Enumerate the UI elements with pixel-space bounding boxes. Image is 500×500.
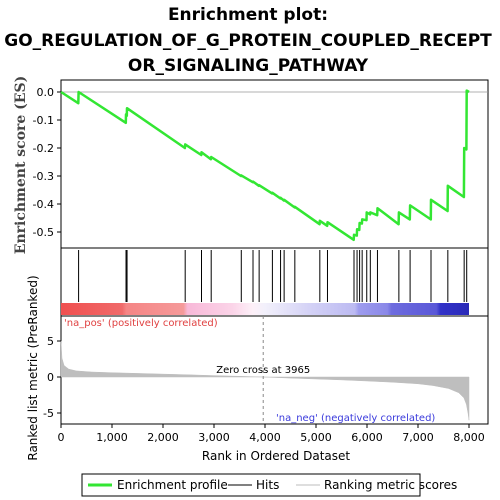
x-tick-label: 4,000	[249, 431, 281, 444]
es-panel-frame	[60, 79, 489, 249]
x-tick-label: 0	[58, 431, 65, 444]
metric-y-tick-label: -5	[43, 407, 54, 420]
ranking-metric-area	[60, 340, 470, 421]
es-y-tick-label: 0.0	[37, 86, 55, 99]
es-y-tick-label: -0.1	[33, 114, 54, 127]
zero-cross-label: Zero cross at 3965	[216, 365, 310, 376]
metric-panel-frame	[60, 315, 489, 425]
rank-color-band	[61, 303, 469, 315]
metric-y-tick-label: 5	[47, 335, 54, 348]
metric-y-axis: 5 0 -5	[43, 335, 61, 420]
positive-correlation-label: 'na_pos' (positively correlated)	[64, 318, 218, 329]
x-tick-label: 1,000	[96, 431, 128, 444]
es-y-tick-label: -0.2	[33, 142, 54, 155]
es-y-axis-title: Enrichment score (ES)	[13, 76, 29, 254]
x-tick-label: 3,000	[198, 431, 230, 444]
x-axis: 0 1,000 2,000 3,000 4,000 5,000 6,000 7,000 8,00…	[58, 424, 485, 444]
x-tick-label: 8,000	[453, 431, 485, 444]
es-y-tick-label: -0.4	[33, 198, 54, 211]
metric-y-tick-label: 0	[47, 371, 54, 384]
es-y-axis: 0.0 -0.1 -0.2 -0.3 -0.4 -0.5	[33, 86, 61, 239]
x-axis-title: Rank in Ordered Dataset	[202, 449, 350, 463]
metric-y-axis-title: Ranked list metric (PreRanked)	[26, 275, 40, 460]
enrichment-profile-line	[60, 89, 470, 242]
es-y-tick-label: -0.5	[33, 226, 54, 239]
legend-enrichment-label: Enrichment profile	[117, 478, 228, 492]
negative-correlation-label: 'na_neg' (negatively correlated)	[276, 413, 435, 424]
x-tick-label: 5,000	[300, 431, 332, 444]
hits-lines	[78, 250, 468, 302]
legend-metric-label: Ranking metric scores	[324, 478, 457, 492]
legend-hits-label: Hits	[256, 478, 279, 492]
title-line-1: Enrichment plot:	[168, 5, 328, 25]
x-tick-label: 7,000	[402, 431, 434, 444]
x-tick-label: 6,000	[351, 431, 383, 444]
x-tick-label: 2,000	[147, 431, 179, 444]
title-line-3: OR_SIGNALING_PATHWAY	[128, 56, 369, 76]
es-y-tick-label: -0.3	[33, 170, 54, 183]
title-line-2: GO_REGULATION_OF_G_PROTEIN_COUPLED_RECEP…	[4, 31, 492, 51]
